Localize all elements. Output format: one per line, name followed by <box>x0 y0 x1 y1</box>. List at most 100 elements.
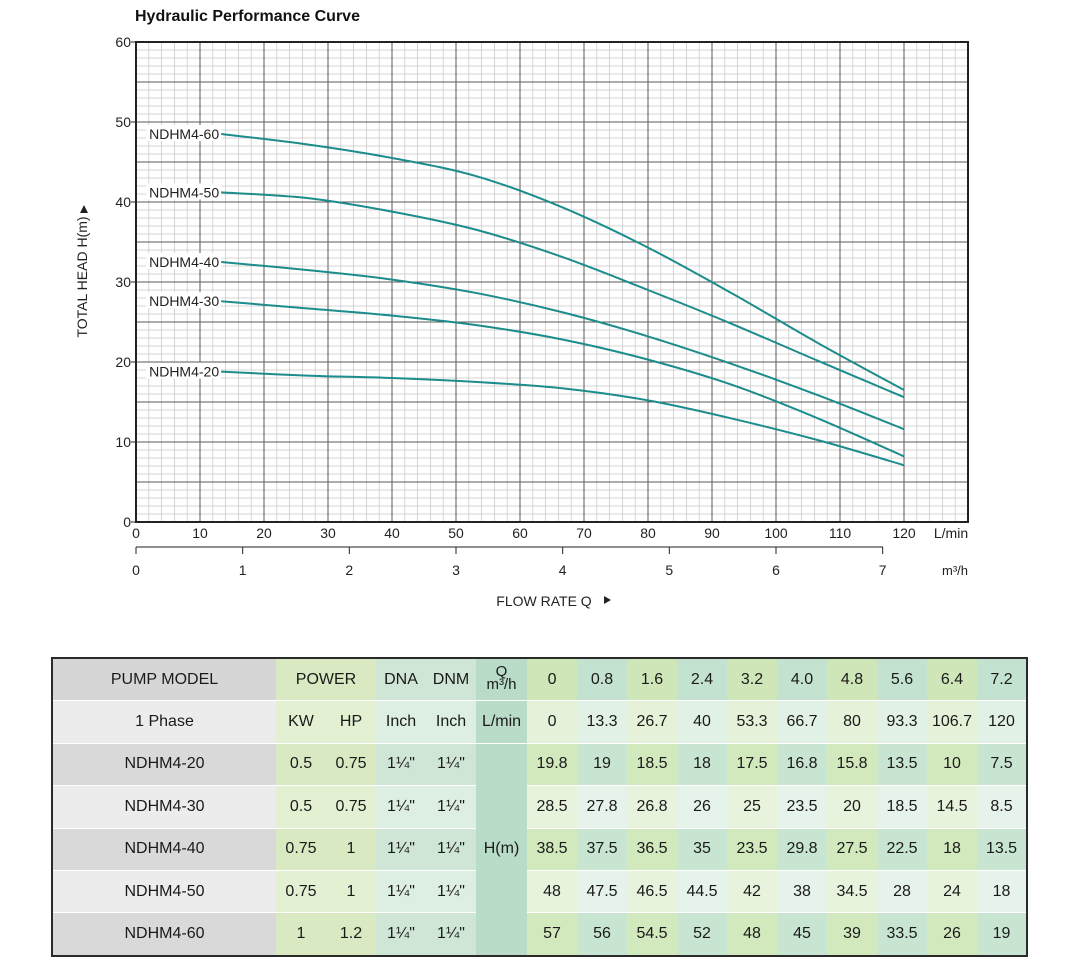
x-tick-label: 0 <box>132 525 140 541</box>
secondary-x-axis-unit: m³/h <box>942 563 968 578</box>
lmin-value: 80 <box>827 700 878 744</box>
dnm-cell: 1¼" <box>426 742 477 786</box>
secondary-x-tick-label: 1 <box>239 562 247 578</box>
head-value-cell: 46.5 <box>627 869 678 913</box>
x-tick-label: 110 <box>829 525 852 541</box>
table-row: NDHM4-50 0.75 1 1¼" 1¼" 48 47.5 46.5 44.5 42 38 34.… <box>52 869 1028 913</box>
y-axis-label: TOTAL HEAD H(m) <box>74 216 90 337</box>
head-value-cell: 39 <box>827 912 878 956</box>
x-tick-label: 100 <box>764 525 788 541</box>
series-label: NDHM4-50 <box>149 184 219 200</box>
head-value-cell: 42 <box>727 869 778 913</box>
pump-model-header: PUMP MODEL <box>52 658 276 701</box>
lmin-value: 66.7 <box>777 700 828 744</box>
dna-cell: 1¼" <box>376 742 427 786</box>
head-value-cell: 48 <box>527 869 578 913</box>
x-tick-label: 20 <box>256 525 272 541</box>
x-tick-label: 80 <box>640 525 656 541</box>
hp-cell: 1 <box>326 827 377 871</box>
x-tick-label: 90 <box>704 525 720 541</box>
hp-cell: 0.75 <box>326 785 377 829</box>
head-value-cell: 19.8 <box>527 742 578 786</box>
pump-model-cell: NDHM4-20 <box>52 742 276 786</box>
head-value-cell: 27.5 <box>827 827 878 871</box>
q-value: 0.8 <box>577 658 628 701</box>
q-unit: m³/h <box>486 676 517 694</box>
head-value-cell: 23.5 <box>727 827 778 871</box>
series-labels: NDHM4-60 NDHM4-50 NDHM4-40 NDHM4-30 NDHM4-20 <box>146 125 222 380</box>
head-value-cell: 14.5 <box>927 785 978 829</box>
head-value-cell: 13.5 <box>877 742 928 786</box>
kw-cell: 0.5 <box>276 742 326 786</box>
q-symbol: Q <box>495 663 508 681</box>
q-value: 3.2 <box>727 658 778 701</box>
secondary-x-tick-label: 7 <box>879 562 887 578</box>
q-value: 4.0 <box>777 658 828 701</box>
secondary-x-tick-label: 0 <box>132 562 140 578</box>
dnm-cell: 1¼" <box>426 869 477 913</box>
head-value-cell: 15.8 <box>827 742 878 786</box>
kw-header: KW <box>276 700 326 744</box>
y-tick-label: 20 <box>115 354 131 370</box>
x-tick-label: 70 <box>576 525 592 541</box>
series-label-bg <box>146 183 222 200</box>
head-value-cell: 7.5 <box>977 742 1028 786</box>
performance-chart: Hydraulic Performance Curve 010203040506… <box>74 8 969 609</box>
head-value-cell: 26 <box>927 912 978 956</box>
hp-cell: 1 <box>326 869 377 913</box>
kw-cell: 0.5 <box>276 785 326 829</box>
table-row: NDHM4-40 0.75 1 1¼" 1¼" 38.5 37.5 36.5 35 23.5 29.… <box>52 827 1028 871</box>
kw-cell: 0.75 <box>276 869 326 913</box>
head-value-cell: 18 <box>927 827 978 871</box>
pump-model-cell: NDHM4-50 <box>52 869 276 913</box>
x-tick-label: 50 <box>448 525 464 541</box>
secondary-x-tick-label: 3 <box>452 562 460 578</box>
head-value-cell: 52 <box>677 912 728 956</box>
y-tick-label: 30 <box>115 274 131 290</box>
series-label-bg <box>146 125 222 141</box>
head-value-cell: 48 <box>727 912 778 956</box>
lmin-value: 93.3 <box>877 700 928 744</box>
y-tick-label: 50 <box>115 114 131 130</box>
head-value-cell: 44.5 <box>677 869 728 913</box>
x-tick-label: 10 <box>192 525 208 541</box>
q-value: 4.8 <box>827 658 878 701</box>
q-value: 5.6 <box>877 658 928 701</box>
lmin-value: 53.3 <box>727 700 778 744</box>
head-value-cell: 18.5 <box>877 785 928 829</box>
head-value-cell: 17.5 <box>727 742 778 786</box>
dna-cell: 1¼" <box>376 912 427 956</box>
dna-header: DNA <box>376 658 427 701</box>
series-label: NDHM4-30 <box>149 293 219 309</box>
phase-label: 1 Phase <box>52 700 276 744</box>
x-axis-arrow-icon <box>604 596 611 604</box>
dnm-cell: 1¼" <box>426 785 477 829</box>
q-value: 1.6 <box>627 658 678 701</box>
x-axis-unit: L/min <box>934 525 968 541</box>
head-value-cell: 25 <box>727 785 778 829</box>
lmin-value: 120 <box>977 700 1028 744</box>
head-value-cell: 29.8 <box>777 827 828 871</box>
x-axis-ticks: 0 10 20 30 40 50 60 70 80 90 100 110 120 <box>132 525 916 541</box>
head-value-cell: 24 <box>927 869 978 913</box>
hp-cell: 1.2 <box>326 912 377 956</box>
dnm-unit: Inch <box>426 700 477 744</box>
q-value: 0 <box>527 658 578 701</box>
head-value-cell: 26.8 <box>627 785 678 829</box>
x-tick-label: 30 <box>320 525 336 541</box>
head-value-cell: 56 <box>577 912 628 956</box>
head-value-cell: 37.5 <box>577 827 628 871</box>
series-line <box>221 191 905 399</box>
head-value-cell: 18 <box>677 742 728 786</box>
dnm-cell: 1¼" <box>426 827 477 871</box>
head-value-cell: 28 <box>877 869 928 913</box>
pump-model-cell: NDHM4-30 <box>52 785 276 829</box>
y-axis-ticks: 0 10 20 30 40 50 60 <box>115 34 136 530</box>
series-label-bg <box>146 253 222 269</box>
series-label: NDHM4-40 <box>149 254 219 270</box>
q-value: 7.2 <box>977 658 1028 701</box>
secondary-x-axis-ticks: 0 1 2 3 4 5 6 7 <box>132 547 887 578</box>
